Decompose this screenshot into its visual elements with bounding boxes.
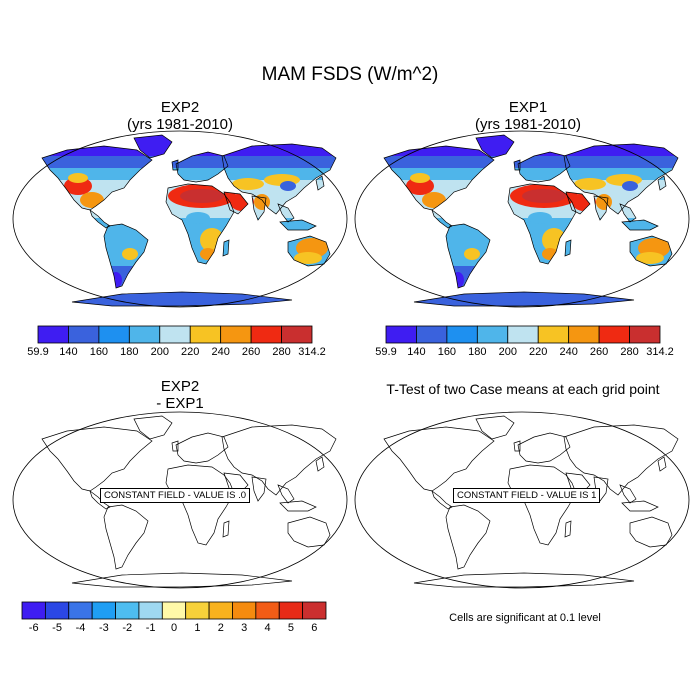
map-boundary xyxy=(354,411,690,589)
colorbar-box xyxy=(232,601,257,620)
colorbar-tick-label: 200 xyxy=(150,346,169,358)
colorbar-box xyxy=(250,325,282,344)
colorbar-box xyxy=(189,325,222,344)
colorbar-tick-label: 260 xyxy=(589,346,609,358)
panel-subtitle-text: (yrs 1981-2010) xyxy=(475,116,581,133)
colorbar-box xyxy=(44,601,70,620)
colorbar-tick-label: 200 xyxy=(498,346,517,358)
coastlines xyxy=(383,134,679,307)
colorbar-difference xyxy=(21,601,327,620)
colorbar-tick-label: 4 xyxy=(264,622,271,634)
colorbar-tick-label: 314.2 xyxy=(646,346,674,358)
significance-footnote: Cells are significant at 0.1 level xyxy=(449,612,601,624)
colorbar-box xyxy=(281,325,313,344)
colorbar-box xyxy=(278,601,304,620)
colorbar-box xyxy=(161,601,187,620)
colorbar-fsds-exp1 xyxy=(385,325,661,344)
colorbar-box xyxy=(208,601,233,620)
colorbar-labels: -6 -5 -4 -3 -2 -1 0 1 2 3 4 5 6 xyxy=(22,622,326,636)
coastlines xyxy=(383,415,679,588)
panel-title-text: EXP2 xyxy=(160,378,200,395)
constant-field-label: CONSTANT FIELD - VALUE IS .0 xyxy=(100,488,251,503)
colorbar-box xyxy=(98,325,130,344)
colorbar-labels: 59.9 140 160 180 200 220 240 260 280 314.2 xyxy=(27,346,325,360)
colorbar-tick-label: 240 xyxy=(211,346,230,358)
colorbar-tick-label: 140 xyxy=(407,346,426,358)
panel-title-exp2: EXP2 (yrs 1981-2010) xyxy=(30,99,330,133)
colorbar-tick-label: 160 xyxy=(89,346,109,358)
colorbar-tick-label: 59.9 xyxy=(375,346,397,358)
colorbar-box xyxy=(302,601,327,620)
colorbar-tick-label: 220 xyxy=(181,346,200,358)
colorbar-tick-label: 5 xyxy=(287,622,294,634)
colorbar-tick-label: 59.9 xyxy=(27,346,49,358)
colorbar-box xyxy=(185,601,210,620)
colorbar-box xyxy=(416,325,448,344)
panel-subtitle-text: (yrs 1981-2010) xyxy=(127,116,233,133)
colorbar-box xyxy=(629,325,661,344)
colorbar-tick-label: -6 xyxy=(28,622,39,634)
colorbar-tick-label: 240 xyxy=(559,346,578,358)
panel-title-ttest: T-Test of two Case means at each grid po… xyxy=(386,381,660,397)
map-ttest xyxy=(354,411,690,589)
colorbar-tick-label: 1 xyxy=(194,622,201,634)
colorbar-tick-label: 180 xyxy=(468,346,487,358)
colorbar-tick-label: 220 xyxy=(529,346,548,358)
colorbar-fsds-exp2 xyxy=(37,325,313,344)
page-title: MAM FSDS (W/m^2) xyxy=(261,64,439,85)
panel-title-text: EXP1 xyxy=(508,99,548,116)
colorbar-box xyxy=(255,601,280,620)
colorbar-tick-label: -5 xyxy=(52,622,62,634)
colorbar-box xyxy=(138,601,163,620)
map-boundary xyxy=(354,130,690,308)
colorbar-tick-label: 280 xyxy=(272,346,291,358)
map-boundary xyxy=(12,411,348,589)
colorbar-box xyxy=(598,325,630,344)
colorbar-box xyxy=(159,325,191,344)
map-boundary xyxy=(12,130,348,308)
colorbar-tick-label: 260 xyxy=(241,346,261,358)
colorbar-box xyxy=(446,325,478,344)
colorbar-box xyxy=(115,601,140,620)
colorbar-tick-label: 180 xyxy=(120,346,139,358)
colorbar-tick-label: -3 xyxy=(98,622,109,634)
coastlines xyxy=(41,415,337,588)
colorbar-tick-label: 314.2 xyxy=(298,346,326,358)
colorbar-tick-label: -2 xyxy=(122,622,133,634)
constant-field-label: CONSTANT FIELD - VALUE IS 1 xyxy=(453,488,601,503)
panel-title-exp1: EXP1 (yrs 1981-2010) xyxy=(378,99,678,133)
colorbar-tick-label: 160 xyxy=(437,346,457,358)
colorbar-box xyxy=(220,325,252,344)
colorbar-box xyxy=(507,325,539,344)
colorbar-tick-label: 140 xyxy=(59,346,78,358)
colorbar-tick-label: -1 xyxy=(145,622,156,634)
colorbar-tick-label: 2 xyxy=(217,622,224,634)
colorbar-box xyxy=(385,325,417,344)
colorbar-tick-label: 6 xyxy=(311,622,318,634)
colorbar-box xyxy=(91,601,116,620)
colorbar-box xyxy=(68,601,93,620)
colorbar-box xyxy=(476,325,509,344)
colorbar-box xyxy=(537,325,570,344)
colorbar-tick-label: 280 xyxy=(620,346,639,358)
panel-title-text: EXP2 xyxy=(160,99,200,116)
map-exp2-fsds xyxy=(12,130,348,308)
colorbar-box xyxy=(568,325,600,344)
map-difference xyxy=(12,411,348,589)
map-exp1-fsds xyxy=(354,130,690,308)
colorbar-box xyxy=(128,325,161,344)
colorbar-tick-label: 0 xyxy=(170,622,178,634)
colorbar-box xyxy=(21,601,46,620)
colorbar-box xyxy=(37,325,69,344)
panel-title-difference: EXP2 - EXP1 xyxy=(30,378,330,412)
colorbar-tick-label: -4 xyxy=(75,622,86,634)
panel-subtitle-text: - EXP1 xyxy=(156,395,204,412)
colorbar-labels: 59.9 140 160 180 200 220 240 260 280 314.2 xyxy=(375,346,673,360)
colorbar-box xyxy=(68,325,100,344)
colorbar-tick-label: 3 xyxy=(241,622,248,634)
